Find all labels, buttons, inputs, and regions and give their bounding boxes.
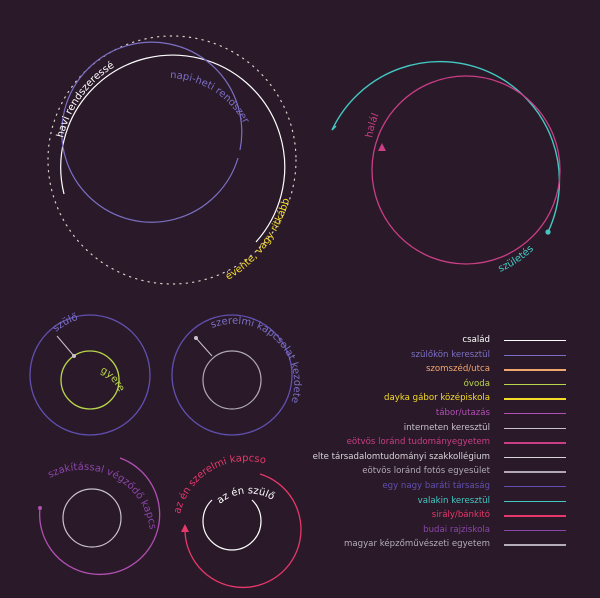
legend-label: budai rajziskola <box>423 524 490 535</box>
legend-label: sirály/bánkitó <box>431 510 490 521</box>
me-parent-arc <box>202 499 262 551</box>
breakup-diagram: szakítással végződő kapcsolat <box>0 0 161 576</box>
me-romance-marker <box>181 524 189 532</box>
legend-item: budai rajziskola <box>300 524 570 539</box>
breakup-marker <box>38 506 42 510</box>
romance-start-diagram: szerelmi kapcsolat kezdete <box>171 314 302 436</box>
legend-swatch-line <box>504 369 566 371</box>
legend-label: tábor/utazás <box>435 407 490 418</box>
legend-swatch-line <box>504 456 566 459</box>
legend-swatch-line <box>504 500 566 502</box>
label-me-parent: az én szülőm <box>0 0 277 506</box>
legend-item: sirály/bánkitó <box>300 509 570 524</box>
breakup-inner-circle <box>62 488 122 548</box>
label-parent: szülő <box>51 311 79 334</box>
legend-item: elte társadalomtudományi szakkollégium <box>300 451 570 466</box>
legend-swatch-line <box>504 442 566 444</box>
legend-swatch-line <box>504 412 566 415</box>
legend-label: szülőkön keresztül <box>411 349 490 360</box>
birth-arc-tail <box>331 125 337 131</box>
legend-item: eötvös loránd fotós egyesület <box>300 465 570 480</box>
legend-swatch-line <box>504 529 566 532</box>
legend-label: eötvös loránd tudományegyetem <box>346 437 490 448</box>
legend-item: szülőkön keresztül <box>300 349 570 364</box>
legend-item: tábor/utazás <box>300 407 570 422</box>
daily-weekly-arc <box>61 41 243 223</box>
legend-item: valakin keresztül <box>300 495 570 510</box>
label-me-romance: az én szerelmi kapcsolatom <box>0 0 267 515</box>
legend-swatch-line <box>504 427 566 429</box>
death-marker <box>378 143 386 151</box>
legend-swatch-line <box>504 485 566 488</box>
parent-circle <box>29 314 151 436</box>
parent-child-marker <box>72 354 76 358</box>
legend-label: óvoda <box>463 378 490 389</box>
legend-swatch-line <box>504 354 566 356</box>
parent-child-connector <box>56 335 75 357</box>
legend-swatch-line <box>504 544 566 546</box>
label-romance-start: szerelmi kapcsolat kezdete <box>209 316 302 405</box>
legend-swatch-line <box>504 340 566 342</box>
legend-label: egy nagy baráti társaság <box>382 480 490 491</box>
legend-label: eötvös loránd fotós egyesület <box>362 466 490 477</box>
legend-swatch-line <box>504 515 566 517</box>
legend-item: magyar képzőművészeti egyetem <box>300 538 570 553</box>
romance-connector <box>195 337 213 357</box>
legend-item: egy nagy baráti társaság <box>300 480 570 495</box>
legend-label: dayka gábor középiskola <box>384 393 490 404</box>
romance-marker <box>194 336 198 340</box>
legend-label: elte társadalomtudományi szakkollégium <box>312 451 490 462</box>
label-birth: születés <box>497 243 536 274</box>
yearly-dotted-ring <box>47 35 297 285</box>
legend-label: család <box>462 335 490 345</box>
legend-label: magyar képzőművészeti egyetem <box>344 539 490 550</box>
romance-outer-circle <box>171 314 293 436</box>
label-child: gyerek <box>0 0 127 393</box>
legend-swatch-line <box>504 398 566 400</box>
label-monthly: havi rendszeresség <box>0 0 116 139</box>
legend-item: eötvös loránd tudományegyetem <box>300 436 570 451</box>
legend-item: dayka gábor középiskola <box>300 392 570 407</box>
legend-item: óvoda <box>300 378 570 393</box>
legend-label: valakin keresztül <box>417 495 490 506</box>
legend-swatch-line <box>504 471 566 473</box>
legend-swatch-line <box>504 383 566 386</box>
me-romance-arc <box>184 473 302 589</box>
legend: család szülőkön keresztül szomszéd/utca óvo… <box>300 334 570 553</box>
life-diagram: születés halál <box>331 60 561 275</box>
birth-marker <box>545 229 551 235</box>
monthly-arc <box>60 54 286 243</box>
parent-diagram: szülő gyerek <box>0 0 151 436</box>
birth-arc <box>331 60 561 233</box>
legend-item: interneten keresztül <box>300 422 570 437</box>
breakup-arc <box>39 457 161 576</box>
legend-item: szomszéd/utca <box>300 363 570 378</box>
legend-item: család <box>300 334 570 349</box>
me-romance-diagram: az én szerelmi kapcsolatom az én szülőm <box>0 0 302 589</box>
rhythm-diagram: évente, vagy ritkább havi rendszeresség … <box>0 0 297 285</box>
child-circle <box>60 350 120 410</box>
legend-label: interneten keresztül <box>403 422 490 433</box>
legend-label: szomszéd/utca <box>425 364 490 375</box>
romance-inner-circle <box>202 350 262 410</box>
death-circle <box>371 75 561 265</box>
